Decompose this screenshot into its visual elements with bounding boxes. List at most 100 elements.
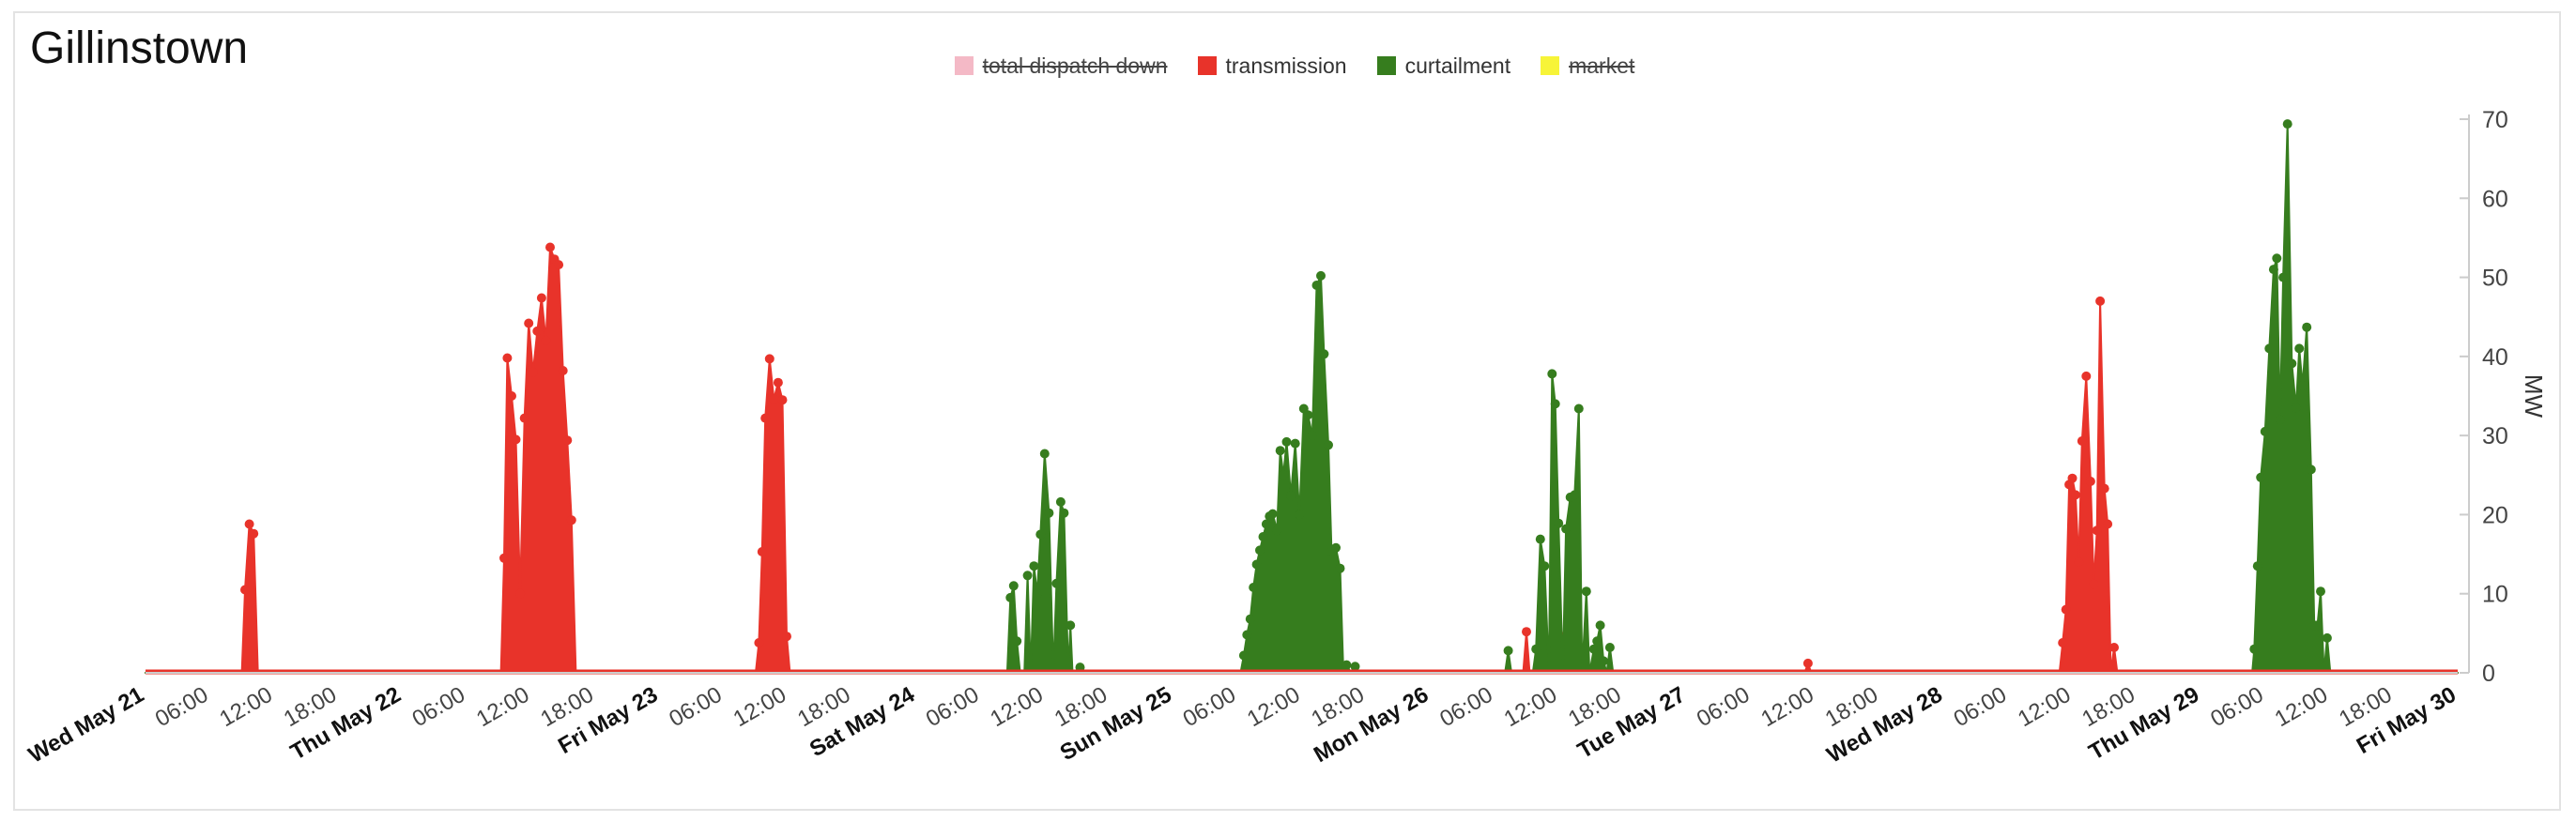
point-curtailment[interactable] — [1350, 662, 1360, 672]
point-transmission[interactable] — [240, 585, 250, 595]
point-curtailment[interactable] — [1261, 519, 1271, 529]
point-curtailment[interactable] — [1342, 660, 1352, 670]
point-curtailment[interactable] — [1324, 440, 1333, 450]
legend-item-total-dispatch-down[interactable]: total dispatch down — [942, 53, 1168, 79]
point-curtailment[interactable] — [1303, 410, 1313, 420]
point-curtailment[interactable] — [2252, 561, 2262, 571]
point-curtailment[interactable] — [2256, 472, 2266, 482]
point-transmission[interactable] — [1522, 627, 1531, 637]
point-curtailment[interactable] — [1604, 643, 1615, 652]
point-curtailment[interactable] — [1550, 399, 1560, 409]
point-transmission[interactable] — [754, 638, 764, 647]
point-curtailment[interactable] — [2312, 620, 2323, 631]
point-curtailment[interactable] — [1281, 436, 1292, 447]
point-curtailment[interactable] — [2316, 586, 2325, 597]
point-transmission[interactable] — [760, 413, 771, 423]
point-transmission[interactable] — [2092, 525, 2102, 536]
point-curtailment[interactable] — [2272, 253, 2282, 264]
point-transmission[interactable] — [511, 434, 521, 445]
point-transmission[interactable] — [519, 413, 529, 423]
point-curtailment[interactable] — [1319, 349, 1329, 359]
point-transmission[interactable] — [2077, 436, 2087, 446]
point-curtailment[interactable] — [1245, 614, 1255, 624]
point-transmission[interactable] — [777, 395, 788, 405]
point-curtailment[interactable] — [1258, 532, 1268, 541]
point-curtailment[interactable] — [1540, 561, 1550, 571]
point-curtailment[interactable] — [1022, 571, 1033, 581]
point-transmission[interactable] — [244, 519, 254, 529]
point-transmission[interactable] — [2095, 296, 2106, 306]
legend-item-market[interactable]: market — [1527, 53, 1634, 79]
point-curtailment[interactable] — [1238, 650, 1249, 661]
point-transmission[interactable] — [2085, 477, 2095, 486]
legend-item-transmission[interactable]: transmission — [1185, 53, 1347, 79]
point-curtailment[interactable] — [1035, 529, 1046, 540]
point-transmission[interactable] — [2058, 638, 2068, 647]
point-curtailment[interactable] — [1044, 508, 1054, 518]
point-curtailment[interactable] — [1311, 281, 1322, 290]
point-curtailment[interactable] — [1573, 403, 1584, 414]
point-curtailment[interactable] — [1272, 525, 1282, 536]
point-curtailment[interactable] — [1008, 581, 1019, 591]
point-transmission[interactable] — [532, 326, 543, 336]
point-transmission[interactable] — [769, 394, 779, 404]
point-curtailment[interactable] — [2294, 343, 2305, 354]
point-transmission[interactable] — [757, 547, 767, 556]
point-transmission[interactable] — [524, 318, 534, 328]
point-curtailment[interactable] — [1531, 644, 1541, 654]
point-transmission[interactable] — [764, 354, 774, 364]
point-curtailment[interactable] — [2278, 272, 2289, 282]
point-curtailment[interactable] — [1255, 545, 1265, 556]
point-curtailment[interactable] — [2287, 358, 2297, 369]
point-curtailment[interactable] — [1295, 510, 1305, 520]
point-curtailment[interactable] — [1290, 438, 1300, 449]
point-curtailment[interactable] — [1005, 592, 1016, 602]
point-transmission[interactable] — [558, 366, 568, 375]
point-curtailment[interactable] — [2275, 415, 2285, 425]
point-curtailment[interactable] — [1535, 534, 1545, 544]
point-curtailment[interactable] — [2249, 644, 2260, 654]
point-curtailment[interactable] — [1059, 508, 1069, 518]
point-curtailment[interactable] — [1032, 588, 1042, 599]
point-curtailment[interactable] — [2322, 632, 2332, 643]
point-transmission[interactable] — [773, 377, 783, 388]
point-curtailment[interactable] — [1029, 561, 1039, 571]
point-curtailment[interactable] — [2264, 343, 2275, 354]
point-transmission[interactable] — [249, 528, 259, 539]
point-curtailment[interactable] — [1051, 578, 1062, 588]
point-curtailment[interactable] — [1039, 449, 1050, 459]
point-transmission[interactable] — [541, 336, 551, 345]
point-transmission[interactable] — [2067, 473, 2078, 483]
point-curtailment[interactable] — [1055, 496, 1066, 507]
point-curtailment[interactable] — [1286, 491, 1296, 501]
point-curtailment[interactable] — [1307, 431, 1317, 441]
point-curtailment[interactable] — [2302, 322, 2312, 332]
point-curtailment[interactable] — [1547, 369, 1557, 379]
point-curtailment[interactable] — [1316, 270, 1326, 281]
point-transmission[interactable] — [2081, 371, 2092, 381]
point-transmission[interactable] — [507, 391, 516, 401]
point-curtailment[interactable] — [1599, 656, 1609, 666]
point-curtailment[interactable] — [1588, 644, 1599, 654]
point-transmission[interactable] — [2099, 483, 2109, 494]
point-transmission[interactable] — [2070, 490, 2080, 500]
point-transmission[interactable] — [499, 553, 509, 563]
point-transmission[interactable] — [554, 260, 564, 270]
point-curtailment[interactable] — [1503, 646, 1513, 656]
point-transmission[interactable] — [562, 435, 573, 446]
point-curtailment[interactable] — [1592, 636, 1602, 647]
point-curtailment[interactable] — [1267, 509, 1278, 519]
point-transmission[interactable] — [2103, 519, 2113, 529]
point-transmission[interactable] — [1802, 658, 1813, 668]
point-transmission[interactable] — [782, 632, 791, 642]
point-curtailment[interactable] — [1331, 542, 1341, 553]
point-transmission[interactable] — [502, 353, 513, 363]
point-curtailment[interactable] — [1275, 446, 1285, 456]
point-transmission[interactable] — [2074, 557, 2084, 567]
point-curtailment[interactable] — [1279, 470, 1289, 480]
point-curtailment[interactable] — [2268, 265, 2278, 275]
point-curtailment[interactable] — [1249, 583, 1259, 592]
point-curtailment[interactable] — [1335, 563, 1345, 573]
legend-item-curtailment[interactable]: curtailment — [1364, 53, 1510, 79]
point-curtailment[interactable] — [1554, 518, 1564, 528]
